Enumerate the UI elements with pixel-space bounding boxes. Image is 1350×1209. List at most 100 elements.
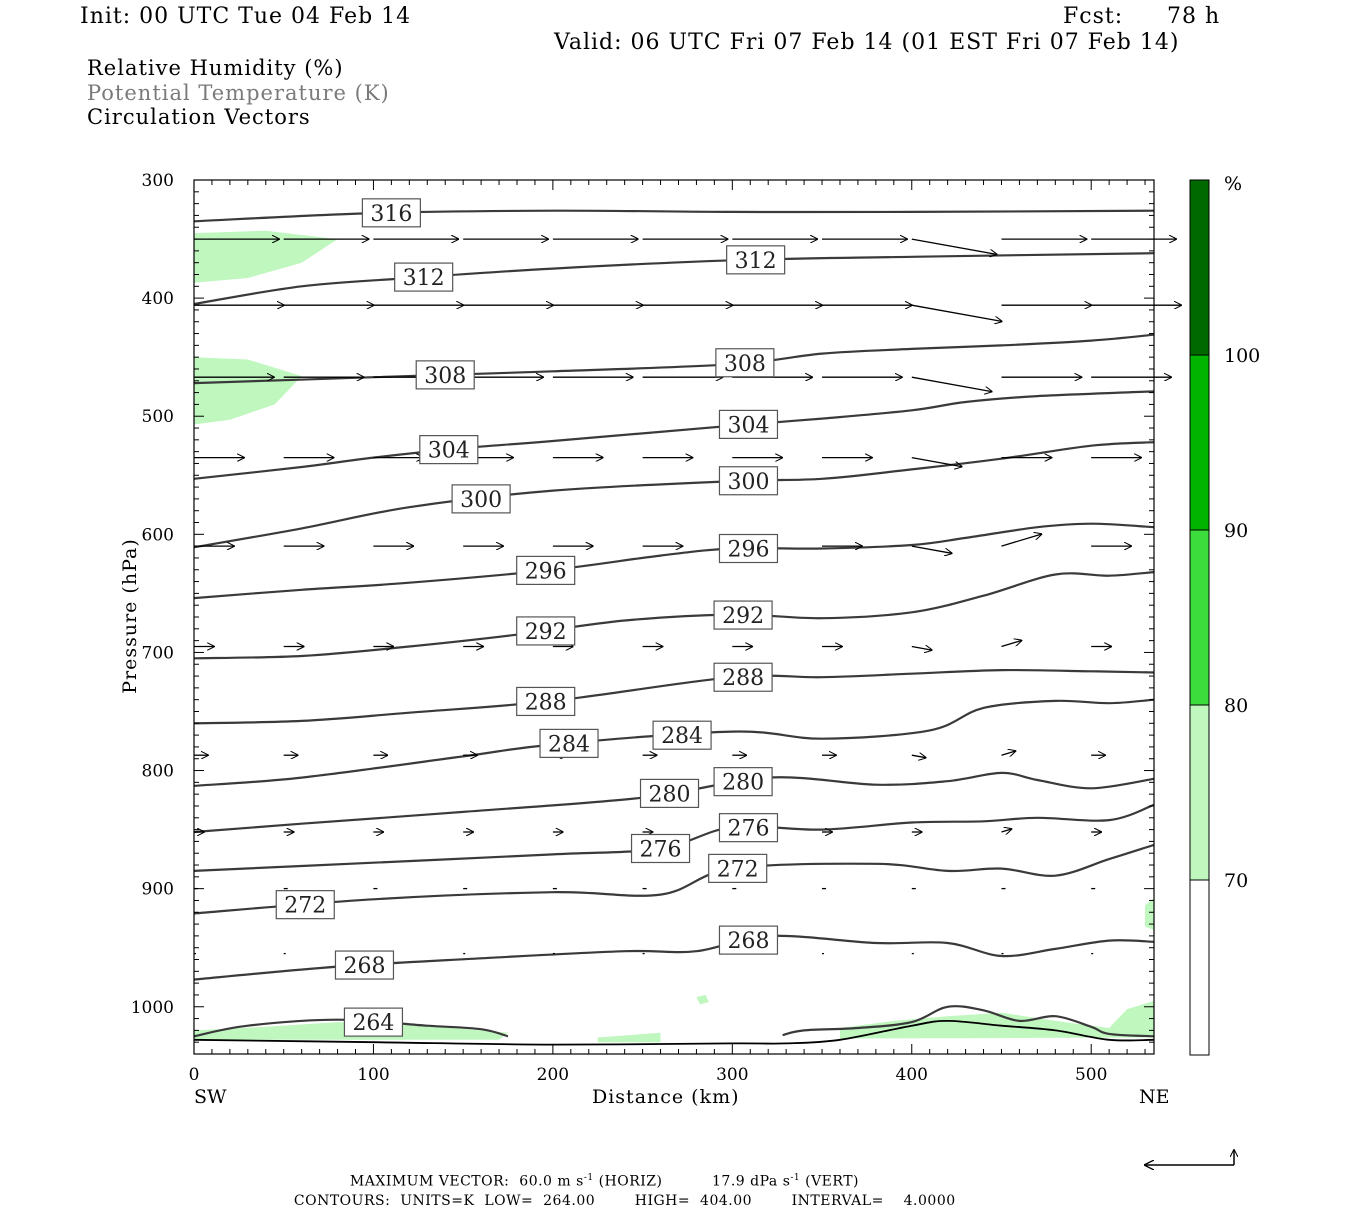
- contour-label-300: 300: [718, 466, 779, 496]
- contour-label-text: 272: [284, 894, 326, 919]
- circulation-vector-layer: [194, 238, 1181, 955]
- contour-label-box: [630, 833, 691, 864]
- contour-label-box: [334, 950, 395, 980]
- circulation-vector: [1001, 534, 1042, 547]
- colorbar: % 100 90 80 70: [1189, 173, 1260, 1056]
- contour-label-box: [516, 555, 576, 586]
- contour-label-272: 272: [708, 853, 768, 883]
- contour-label-268: 268: [718, 925, 779, 955]
- contour-label-300: 300: [451, 484, 511, 514]
- contour-label-layer: 316 312 312 308 308 304 304 300 300 296 296 292 292 2…: [275, 198, 786, 1037]
- colorbar-band: [1189, 529, 1210, 706]
- contour-label-text: 292: [525, 620, 567, 645]
- contour-label-text: 268: [727, 929, 769, 954]
- x-tick-label: 200: [537, 1065, 569, 1085]
- contour-label-box: [713, 767, 773, 797]
- theta-contour-284: [193, 698, 1155, 787]
- contour-label-304: 304: [419, 435, 479, 465]
- contour-label-308: 308: [715, 348, 775, 378]
- max-vector-line: MAXIMUM VECTOR: 60.0 m s-1 (HORIZ) 17.9 …: [349, 1173, 859, 1190]
- contour-label-296: 296: [516, 555, 576, 586]
- contour-label-268: 268: [334, 950, 395, 980]
- contour-label-box: [718, 925, 779, 955]
- colorbar-unit: %: [1224, 173, 1242, 195]
- contour-label-284: 284: [652, 720, 712, 750]
- y-tick-label: 800: [142, 762, 174, 782]
- contour-label-box: [718, 466, 779, 496]
- contour-label-text: 300: [727, 470, 769, 495]
- theta-contour-304: [193, 390, 1155, 480]
- contour-label-box: [415, 360, 475, 390]
- y-tick-label: 300: [142, 171, 174, 191]
- circulation-vector: [911, 376, 992, 391]
- contour-label-box: [718, 813, 779, 843]
- contour-label-272: 272: [275, 890, 335, 920]
- contour-label-292: 292: [516, 616, 576, 646]
- colorbar-band: [1189, 704, 1210, 881]
- ne-end-label: NE: [1139, 1086, 1170, 1108]
- rh-shade-region: [696, 994, 709, 1005]
- contour-label-box: [361, 198, 421, 228]
- contour-label-box: [652, 720, 712, 750]
- theta-contour-316: [193, 209, 1155, 223]
- contour-label-276: 276: [630, 833, 691, 864]
- x-tick-label: 500: [1075, 1065, 1107, 1085]
- contour-label-280: 280: [713, 767, 773, 797]
- contour-label-text: 304: [428, 439, 470, 464]
- x-tick-label: 300: [716, 1065, 748, 1085]
- contour-label-box: [639, 778, 700, 809]
- rh-shading-layer: [194, 230, 1154, 1043]
- sw-end-label: SW: [194, 1086, 227, 1108]
- contour-label-308: 308: [415, 360, 475, 390]
- contour-label-text: 284: [661, 724, 703, 749]
- y-tick-label: 1000: [131, 998, 174, 1018]
- contour-label-text: 268: [343, 954, 385, 979]
- legend-circulation-vectors: Circulation Vectors: [87, 105, 311, 129]
- contour-label-text: 296: [525, 559, 567, 584]
- contour-label-280: 280: [639, 778, 700, 809]
- y-tick-label: 900: [142, 880, 174, 900]
- contours-line: CONTOURS: UNITS=K LOW= 264.00 HIGH= 404.…: [293, 1193, 956, 1209]
- contour-label-text: 308: [424, 364, 466, 389]
- init-time: Init: 00 UTC Tue 04 Feb 14: [80, 4, 412, 29]
- rh-shade-region: [1145, 898, 1154, 930]
- contour-label-text: 308: [724, 352, 766, 377]
- ground-line: [193, 1019, 1155, 1046]
- colorbar-band: [1189, 179, 1210, 356]
- colorbar-tick-label: 100: [1224, 345, 1260, 367]
- y-tick-label: 400: [142, 289, 174, 309]
- contour-label-text: 276: [727, 817, 769, 842]
- theta-contour-308: [193, 333, 1155, 385]
- contour-label-304: 304: [718, 409, 779, 439]
- contour-label-box: [713, 600, 773, 630]
- circulation-vector: [911, 755, 926, 758]
- forecast-hour: 78 h: [1167, 4, 1221, 29]
- circulation-vector: [911, 304, 1002, 321]
- contour-label-288: 288: [516, 686, 576, 717]
- contour-label-box: [394, 262, 454, 292]
- contour-label-312: 312: [726, 245, 786, 275]
- theta-contour-288: [193, 668, 1155, 725]
- contour-label-text: 292: [722, 604, 764, 629]
- contour-label-box: [713, 662, 773, 692]
- y-tick-label: 700: [142, 643, 174, 663]
- axes-layer: 300 400 500 600 700 800 900 1000 0 100 200 300 400 50…: [131, 171, 1108, 1085]
- rh-shade-region: [840, 1000, 1154, 1039]
- legend-potential-temperature: Potential Temperature (K): [87, 81, 390, 105]
- theta-contour-280: [193, 771, 1155, 834]
- x-tick-label: 400: [896, 1065, 928, 1085]
- circulation-vector: [1001, 641, 1022, 648]
- contour-label-box: [718, 533, 779, 564]
- circulation-vector: [911, 238, 997, 254]
- contour-label-292: 292: [713, 600, 773, 630]
- circulation-vector: [1001, 829, 1012, 832]
- y-tick-label: 600: [142, 525, 174, 545]
- circulation-vector: [911, 647, 932, 651]
- contour-label-text: 300: [460, 488, 502, 513]
- contour-label-text: 288: [722, 666, 764, 691]
- contour-label-box: [715, 348, 775, 378]
- contour-label-296: 296: [718, 533, 779, 564]
- contour-label-box: [419, 435, 479, 465]
- contour-label-text: 276: [640, 837, 682, 862]
